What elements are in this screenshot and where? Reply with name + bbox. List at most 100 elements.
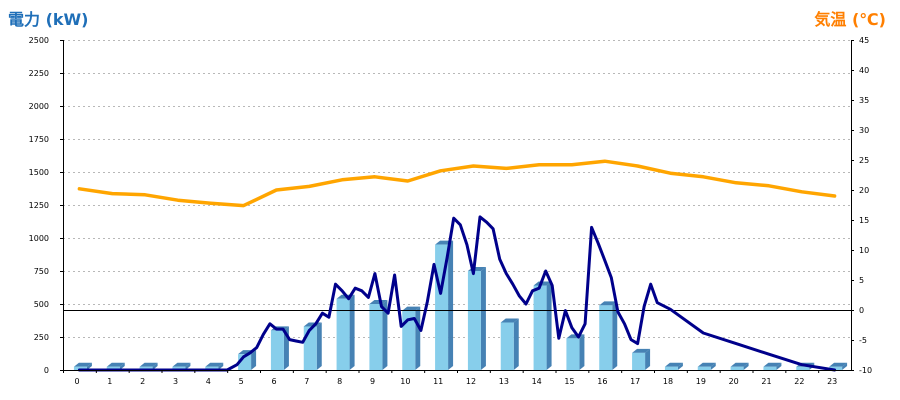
x-tick-label: 23 (827, 377, 837, 386)
power-bars (73, 240, 848, 370)
left-tick-label: 750 (34, 267, 49, 276)
temperature-line-series (77, 159, 837, 208)
x-tick-label: 8 (337, 377, 342, 386)
bar-top (697, 362, 716, 367)
bar-top (172, 362, 191, 367)
power-line-series (77, 215, 837, 372)
x-tick-label: 18 (663, 377, 673, 386)
axes (60, 40, 854, 373)
right-tick-label: -5 (859, 336, 867, 345)
temperature-line (77, 159, 837, 208)
x-tick-label: 16 (597, 377, 607, 386)
bar-side (152, 362, 158, 370)
bar-side (776, 362, 782, 370)
bar-top (632, 348, 651, 353)
x-tick-label: 14 (532, 377, 542, 386)
grid-lines (63, 40, 851, 338)
bar-top (106, 362, 125, 367)
bar (467, 271, 481, 370)
bar-top (664, 362, 683, 367)
bar-side (842, 362, 848, 370)
bar-top (73, 362, 92, 367)
left-tick-label: 1250 (29, 201, 49, 210)
bar-side (677, 362, 683, 370)
bar-side (218, 362, 224, 370)
bar-side (119, 362, 125, 370)
bar-top (369, 300, 388, 304)
bar (500, 322, 514, 370)
right-tick-label: 45 (859, 36, 869, 45)
x-tick-label: 17 (630, 377, 640, 386)
x-tick-label: 1 (107, 377, 112, 386)
right-tick-label: 25 (859, 156, 869, 165)
right-tick-label: -10 (859, 366, 872, 375)
bar-top (205, 362, 224, 367)
power-line (77, 215, 837, 372)
left-tick-label: 1500 (29, 168, 49, 177)
x-tick-label: 11 (433, 377, 443, 386)
bar-top (730, 362, 749, 367)
bar-side (349, 294, 355, 370)
bar-side (415, 306, 421, 370)
bar-side (251, 350, 257, 370)
bar-side (546, 281, 552, 370)
bar (139, 366, 153, 370)
x-tick-label: 4 (206, 377, 211, 386)
bar (829, 366, 843, 370)
x-tick-label: 12 (466, 377, 476, 386)
x-tick-label: 19 (696, 377, 706, 386)
x-tick-label: 22 (794, 377, 804, 386)
bar-top (599, 301, 618, 306)
right-tick-label: 30 (859, 126, 869, 135)
bar-top (829, 362, 848, 367)
bar (402, 310, 416, 370)
tick-labels: 02505007501000125015001750200022502500-1… (29, 36, 872, 386)
bar (369, 304, 383, 370)
bar-side (480, 267, 486, 370)
x-tick-label: 13 (499, 377, 509, 386)
left-tick-label: 0 (44, 366, 49, 375)
bar-side (448, 240, 454, 370)
bar (106, 366, 120, 370)
bar-top (763, 362, 782, 367)
x-tick-label: 15 (564, 377, 574, 386)
bar-top (500, 318, 519, 323)
left-tick-label: 1000 (29, 234, 49, 243)
right-tick-label: 5 (859, 276, 864, 285)
bar-side (710, 362, 716, 370)
bar-side (579, 334, 585, 370)
right-tick-label: 35 (859, 96, 869, 105)
left-tick-label: 250 (34, 333, 49, 342)
bar (697, 366, 711, 370)
bar (599, 305, 613, 370)
x-tick-label: 6 (271, 377, 276, 386)
left-axis-title: 電力 (kW) (8, 10, 89, 29)
x-tick-label: 20 (729, 377, 739, 386)
bar-side (513, 318, 519, 370)
bar-top (402, 306, 421, 311)
left-tick-label: 2250 (29, 69, 49, 78)
bar (763, 366, 777, 370)
x-tick-label: 10 (400, 377, 410, 386)
bar (270, 330, 284, 370)
x-tick-label: 5 (239, 377, 244, 386)
x-tick-label: 3 (173, 377, 178, 386)
bar (730, 366, 744, 370)
right-tick-label: 40 (859, 66, 869, 75)
bar-side (612, 301, 618, 370)
bar (172, 366, 186, 370)
left-tick-label: 500 (34, 300, 49, 309)
bar-side (743, 362, 749, 370)
bar-side (316, 322, 322, 370)
bar (664, 366, 678, 370)
bar-side (185, 362, 191, 370)
bar-top (139, 362, 158, 367)
bar (205, 366, 219, 370)
bar (566, 338, 580, 370)
x-tick-label: 9 (370, 377, 375, 386)
bar-side (645, 348, 651, 370)
left-tick-label: 2000 (29, 102, 49, 111)
right-tick-label: 15 (859, 216, 869, 225)
left-tick-label: 2500 (29, 36, 49, 45)
